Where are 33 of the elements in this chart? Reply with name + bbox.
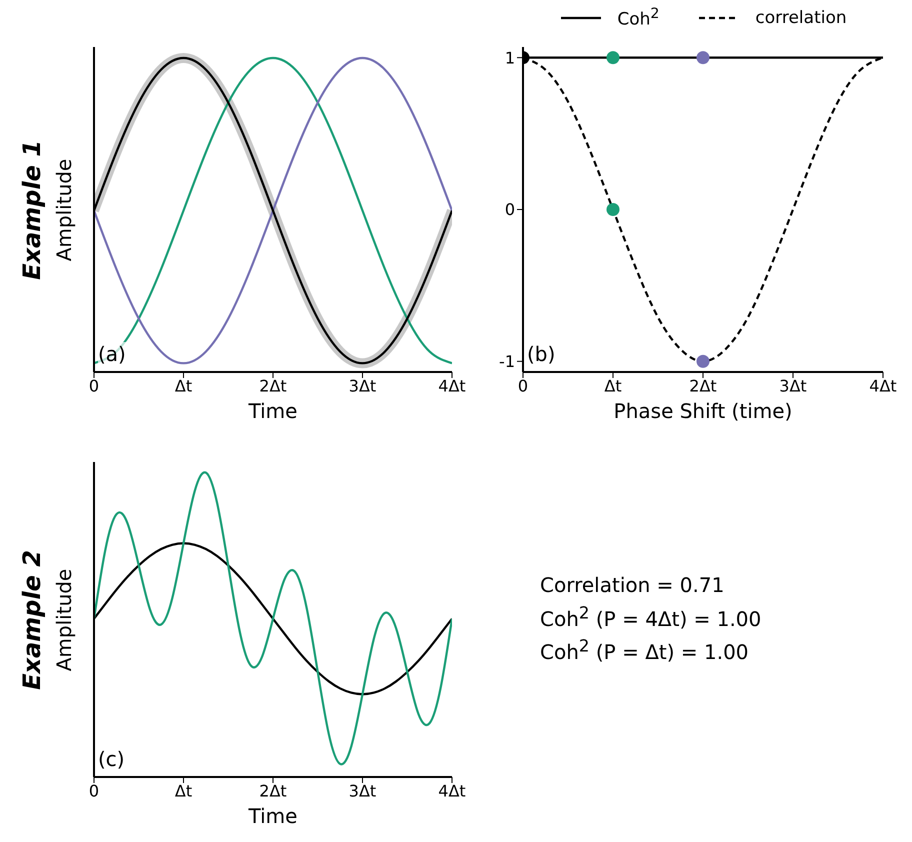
annotation: (a) <box>98 342 126 366</box>
x-tick-label: Δt <box>174 781 192 800</box>
x-tick-label: Δt <box>604 376 622 396</box>
text: Example 1 <box>18 140 46 280</box>
annotation: (c) <box>98 747 125 771</box>
legend-label: correlation <box>755 8 847 28</box>
x-tick-label: 4Δt <box>869 376 897 396</box>
legend-label: Coh$^{2}$ <box>617 6 660 30</box>
y-tick-label: 0 <box>504 200 515 220</box>
x-tick-label: 0 <box>88 376 100 396</box>
text: Example 2 <box>18 550 46 690</box>
x-tick-label: 2Δt <box>259 781 287 800</box>
x-tick-label: 4Δt <box>438 781 466 800</box>
x-tick-label: 3Δt <box>779 376 807 396</box>
x-tick-label: 2Δt <box>259 376 287 396</box>
x-axis-title: Time <box>248 399 298 423</box>
x-tick-label: Δt <box>174 376 192 396</box>
y-tick-label: 1 <box>504 48 515 68</box>
y-tick-label: -1 <box>499 352 515 372</box>
x-tick-label: 2Δt <box>689 376 717 396</box>
x-axis-title: Time <box>248 804 298 828</box>
x-tick-label: 0 <box>518 376 528 396</box>
x-tick-label: 3Δt <box>348 376 376 396</box>
text: Correlation = 0.71 <box>540 573 724 597</box>
y-axis-title: Amplitude <box>52 158 76 261</box>
x-tick-label: 3Δt <box>348 781 376 800</box>
y-axis-title: Amplitude <box>52 568 76 671</box>
text: Coh$^{2}$ (P = 4Δt) = 1.00 <box>540 603 762 631</box>
x-tick-label: 0 <box>88 781 100 800</box>
x-axis-title: Phase Shift (time) <box>614 399 792 423</box>
text: Coh$^{2}$ (P = Δt) = 1.00 <box>540 636 749 664</box>
x-tick-label: 4Δt <box>438 376 466 396</box>
annotation: (b) <box>527 342 556 366</box>
